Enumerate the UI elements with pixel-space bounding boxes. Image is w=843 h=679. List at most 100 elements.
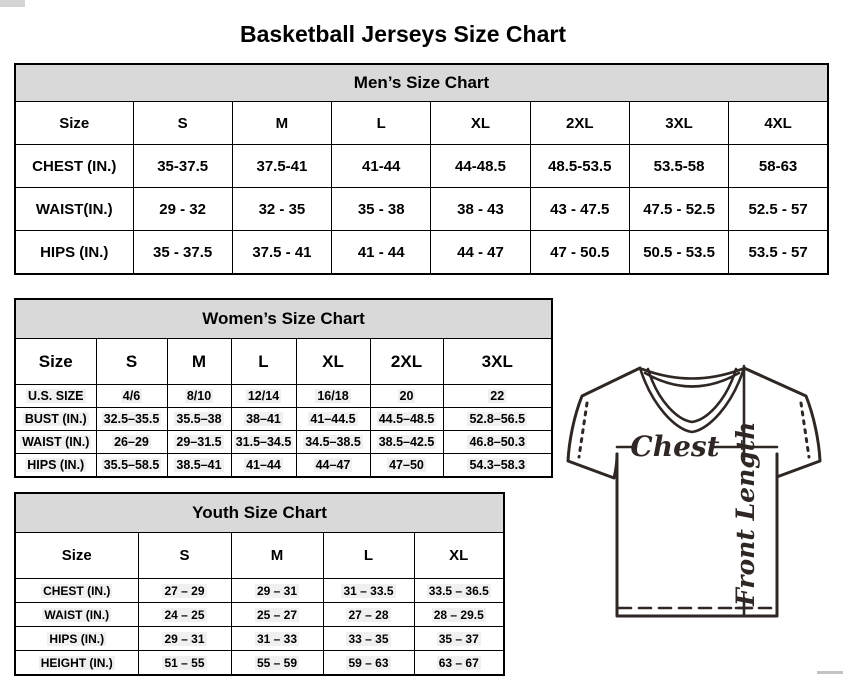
cell: 58-63	[728, 144, 829, 188]
left-cuff-dashed-line	[577, 401, 589, 459]
table-row: CHEST (IN.) 35-37.5 37.5-41 41-44 44-48.…	[14, 144, 829, 188]
table-title-row: Women’s Size Chart	[14, 298, 553, 339]
cell: 55 – 59	[230, 650, 324, 676]
front-length-label: Front Length	[731, 422, 760, 607]
cell: 47 - 50.5	[529, 230, 630, 275]
cell: 44–47	[295, 453, 371, 478]
cell: 41–44	[230, 453, 297, 478]
col-header: M	[231, 101, 333, 145]
col-header: S	[95, 338, 168, 385]
cell: 33 – 35	[322, 626, 415, 651]
jersey-body	[615, 452, 779, 618]
cell: 59 – 63	[322, 650, 415, 676]
cell: 54.3–58.3	[442, 453, 553, 478]
cell: 29–31.5	[166, 430, 232, 454]
col-header: 2XL	[529, 101, 630, 145]
table-header-row: Size S M L XL 2XL 3XL	[14, 338, 553, 385]
cell: 35 – 37	[413, 626, 505, 651]
cell: 44-48.5	[430, 144, 531, 188]
table-row: WAIST (IN.) 26–29 29–31.5 31.5–34.5 34.5…	[14, 430, 553, 454]
cell: 8/10	[166, 384, 232, 408]
cell: 38.5–42.5	[369, 430, 444, 454]
mens-chart-title: Men’s Size Chart	[14, 63, 829, 102]
cell: 43 - 47.5	[529, 187, 630, 231]
cell: 28 – 29.5	[413, 602, 505, 627]
cell: 52.8–56.5	[442, 407, 553, 431]
row-label: BUST (IN.)	[14, 407, 97, 431]
cell: 16/18	[295, 384, 371, 408]
cell: 63 – 67	[413, 650, 505, 676]
table-row: HEIGHT (IN.) 51 – 55 55 – 59 59 – 63 63 …	[14, 650, 505, 676]
womens-chart-title: Women’s Size Chart	[14, 298, 553, 339]
table-row: U.S. SIZE 4/6 8/10 12/14 16/18 20 22	[14, 384, 553, 408]
cell: 31 – 33.5	[322, 578, 415, 603]
row-label: WAIST (IN.)	[14, 602, 139, 627]
collar-v-outer	[638, 366, 746, 434]
cell: 27 – 28	[322, 602, 415, 627]
cell: 38–41	[230, 407, 297, 431]
ui-artifact	[0, 0, 25, 7]
cell: 35.5–58.5	[95, 453, 168, 478]
col-header: L	[322, 532, 415, 579]
cell: 53.5-58	[628, 144, 730, 188]
cell: 29 – 31	[230, 578, 324, 603]
col-header: L	[230, 338, 297, 385]
cell: 41 - 44	[331, 230, 432, 275]
row-label: CHEST (IN.)	[14, 578, 139, 603]
collar-back-arc-outer	[640, 367, 744, 380]
cell: 32.5–35.5	[95, 407, 168, 431]
cell: 47.5 - 52.5	[628, 187, 730, 231]
row-label: HIPS (IN.)	[14, 626, 139, 651]
table-row: HIPS (IN.) 35.5–58.5 38.5–41 41–44 44–47…	[14, 453, 553, 478]
table-row: HIPS (IN.) 29 – 31 31 – 33 33 – 35 35 – …	[14, 626, 505, 651]
cell: 35 - 38	[331, 187, 432, 231]
table-row: HIPS (IN.) 35 - 37.5 37.5 - 41 41 - 44 4…	[14, 230, 829, 275]
cell: 31.5–34.5	[230, 430, 297, 454]
womens-size-chart: Women’s Size Chart Size S M L XL 2XL 3XL…	[14, 298, 553, 478]
ui-artifact	[817, 671, 843, 674]
cell: 37.5-41	[231, 144, 333, 188]
table-header-row: Size S M L XL	[14, 532, 505, 579]
col-header: 3XL	[442, 338, 553, 385]
cell: 35 - 37.5	[132, 230, 233, 275]
col-header: XL	[295, 338, 371, 385]
cell: 37.5 - 41	[231, 230, 333, 275]
youth-size-chart: Youth Size Chart Size S M L XL CHEST (IN…	[14, 492, 505, 676]
jersey-measurement-diagram: Chest Front Length	[556, 356, 843, 628]
col-header: XL	[430, 101, 531, 145]
col-header: 3XL	[628, 101, 730, 145]
cell: 50.5 - 53.5	[628, 230, 730, 275]
cell: 52.5 - 57	[728, 187, 829, 231]
cell: 25 – 27	[230, 602, 324, 627]
size-header-cell: Size	[14, 101, 134, 145]
cell: 31 – 33	[230, 626, 324, 651]
row-label: HIPS (IN.)	[14, 230, 134, 275]
cell: 24 – 25	[137, 602, 232, 627]
cell: 27 – 29	[137, 578, 232, 603]
chest-label: Chest	[630, 430, 719, 463]
row-label: WAIST(IN.)	[14, 187, 134, 231]
cell: 53.5 - 57	[728, 230, 829, 275]
table-title-row: Men’s Size Chart	[14, 63, 829, 102]
cell: 4/6	[95, 384, 168, 408]
table-row: CHEST (IN.) 27 – 29 29 – 31 31 – 33.5 33…	[14, 578, 505, 603]
table-header-row: Size S M L XL 2XL 3XL 4XL	[14, 101, 829, 145]
table-title-row: Youth Size Chart	[14, 492, 505, 533]
col-header: M	[166, 338, 232, 385]
row-label: WAIST (IN.)	[14, 430, 97, 454]
cell: 44 - 47	[430, 230, 531, 275]
cell: 33.5 – 36.5	[413, 578, 505, 603]
cell: 38 - 43	[430, 187, 531, 231]
cell: 47–50	[369, 453, 444, 478]
cell: 44.5–48.5	[369, 407, 444, 431]
row-label: HEIGHT (IN.)	[14, 650, 139, 676]
col-header: M	[230, 532, 324, 579]
cell: 41–44.5	[295, 407, 371, 431]
cell: 41-44	[331, 144, 432, 188]
cell: 32 - 35	[231, 187, 333, 231]
cell: 48.5-53.5	[529, 144, 630, 188]
row-label: CHEST (IN.)	[14, 144, 134, 188]
cell: 26–29	[95, 430, 168, 454]
jersey-illustration: Chest Front Length	[566, 364, 822, 618]
cell: 46.8–50.3	[442, 430, 553, 454]
